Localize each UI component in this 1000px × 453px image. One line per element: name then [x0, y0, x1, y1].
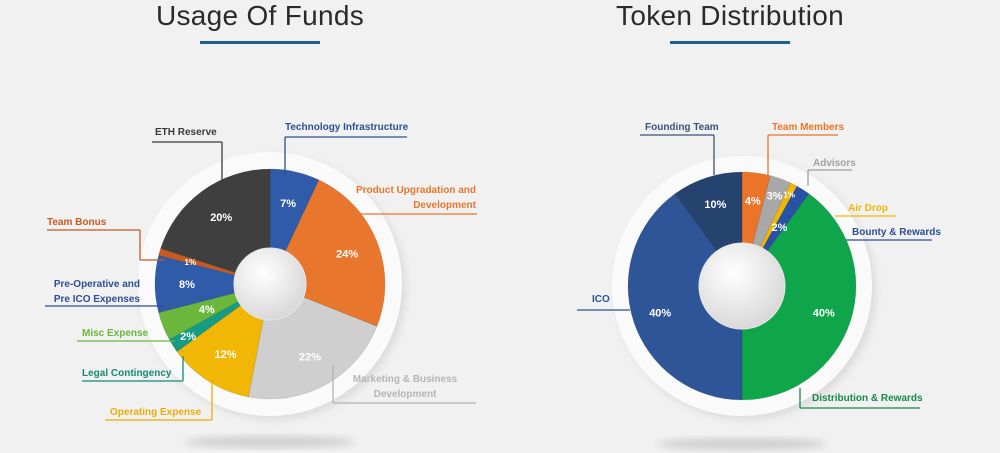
chart-floor-shadow — [185, 436, 355, 448]
title-underline — [200, 41, 320, 44]
callout-label: Air Drop — [848, 203, 888, 214]
donut-hole — [233, 247, 307, 321]
slice-value-label: 10% — [704, 199, 726, 211]
slice-value-label: 40% — [813, 308, 835, 320]
callout-label: Founding Team — [645, 122, 719, 133]
slice-value-label: 22% — [299, 352, 321, 364]
callout-label: ETH Reserve — [155, 127, 217, 138]
slice-value-label: 4% — [745, 196, 761, 208]
callout-label: Advisors — [813, 158, 856, 169]
callout-label: Distribution & Rewards — [812, 393, 923, 404]
chart-title-usage-of-funds: Usage Of Funds — [155, 0, 365, 31]
donut-hole — [698, 242, 786, 330]
callout-label: Marketing & Business Development — [352, 374, 458, 400]
callout-label: Product Upgradation and Development — [356, 185, 476, 211]
slice-value-label: 2% — [180, 331, 196, 343]
callout-label: Team Bonus — [47, 217, 107, 228]
slice-value-label: 2% — [772, 222, 788, 234]
slice-value-label: 3% — [767, 191, 783, 203]
title-underline — [670, 41, 790, 44]
slice-value-label: 1% — [185, 258, 197, 267]
slice-value-label: 24% — [336, 248, 358, 260]
slice-value-label: 7% — [280, 198, 296, 210]
slice-value-label: 40% — [649, 308, 671, 320]
slice-value-label: 4% — [199, 304, 215, 316]
slice-value-label: 20% — [210, 212, 232, 224]
slice-value-label: 12% — [215, 349, 237, 361]
callout-label: Bounty & Rewards — [852, 227, 941, 238]
chart-title-token-distribution: Token Distribution — [616, 0, 844, 31]
slice-value-label: 8% — [179, 279, 195, 291]
callout-label: Pre-Operative and Pre ICO Expenses — [53, 279, 140, 305]
slice-value-label: 1% — [783, 190, 795, 199]
callout-label: Technology Infrastructure — [285, 122, 409, 133]
callout-label: Legal Contingency — [82, 368, 172, 379]
callout-label: ICO — [592, 294, 610, 305]
callout-label: Operating Expense — [110, 407, 202, 418]
chart-floor-shadow — [657, 438, 827, 450]
callout-label: Misc Expense — [82, 328, 149, 339]
callout-label: Team Members — [772, 122, 845, 133]
